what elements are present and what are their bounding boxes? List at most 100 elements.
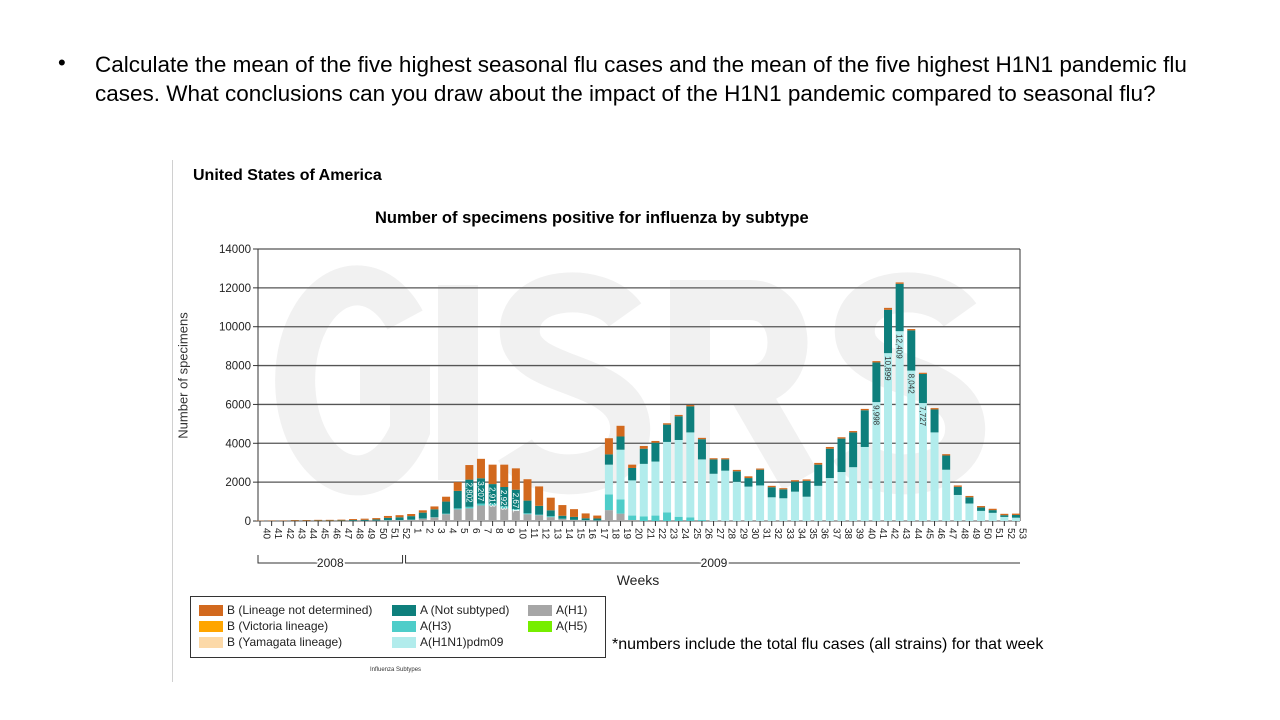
bar-segment-a-not-subtyped-	[744, 478, 753, 487]
x-tick-label: 46	[330, 528, 341, 540]
bar-segment-a-h1-	[511, 510, 520, 521]
bar-segment-a-h1n1-pdm09	[767, 497, 776, 521]
legend-label: A (Not subtyped)	[420, 603, 510, 617]
legend-swatch	[528, 604, 552, 616]
bar-segment-a-h1n1-pdm09	[802, 496, 811, 521]
bar-segment-b-lineage-not-determined-	[895, 282, 904, 284]
data-label: 2,802	[464, 483, 473, 504]
bar-segment-a-not-subtyped-	[884, 309, 893, 354]
bar-segment-a-h3-	[663, 512, 672, 521]
bar-segment-b-lineage-not-determined-	[930, 408, 939, 410]
bar-segment-b-lineage-not-determined-	[604, 438, 613, 455]
x-tick-label: 12	[540, 528, 551, 540]
footnote: *numbers include the total flu cases (al…	[612, 636, 1044, 653]
bar-segment-a-h1n1-pdm09	[918, 403, 927, 521]
x-tick-label: 39	[854, 528, 865, 540]
bar-segment-b-lineage-not-determined-	[953, 485, 962, 487]
x-tick-label: 4	[447, 528, 458, 534]
bar-segment-b-lineage-not-determined-	[918, 372, 927, 374]
bar-segment-a-not-subtyped-	[767, 487, 776, 498]
bar-segment-b-lineage-not-determined-	[709, 458, 718, 460]
bar-segment-a-h1-	[430, 517, 439, 521]
legend-label: B (Lineage not determined)	[227, 603, 373, 617]
bar-segment-b-lineage-not-determined-	[779, 488, 788, 490]
bar-segment-b-lineage-not-determined-	[372, 518, 381, 520]
bar-segment-a-h1n1-pdm09	[744, 486, 753, 521]
bar-segment-a-not-subtyped-	[988, 510, 997, 513]
legend-item-b-victoria: B (Victoria lineage)	[199, 619, 328, 633]
bar-segment-a-not-subtyped-	[535, 505, 544, 515]
bar-segment-a-h3-	[523, 513, 532, 515]
x-tick-label: 15	[575, 528, 586, 540]
y-tick-label: 10000	[219, 322, 251, 334]
watermark-letter-r	[670, 280, 818, 491]
bar-segment-a-h1n1-pdm09	[942, 469, 951, 521]
bar-segment-b-lineage-not-determined-	[825, 446, 834, 449]
bar-segment-a-h1-	[488, 505, 497, 521]
data-label: 3,207	[476, 481, 485, 502]
legend-label: A(H5)	[556, 619, 588, 633]
bar-segment-a-h1n1-pdm09	[860, 446, 869, 521]
year-bracket-2009	[405, 555, 1020, 564]
x-tick-label: 47	[342, 528, 353, 540]
bar-segment-a-h3-	[465, 506, 474, 509]
x-tick-label: 41	[877, 528, 888, 540]
x-tick-label: 45	[319, 528, 330, 540]
x-tick-label: 50	[377, 528, 388, 540]
bar-segment-a-not-subtyped-	[907, 330, 916, 371]
x-tick-label: 51	[388, 528, 399, 540]
bar-segment-a-not-subtyped-	[860, 410, 869, 447]
bar-segment-b-lineage-not-determined-	[849, 431, 858, 433]
bar-segment-b-lineage-not-determined-	[511, 468, 520, 490]
bar-segment-a-h3-	[453, 508, 462, 510]
bar-segment-a-not-subtyped-	[1011, 514, 1020, 518]
y-tick-label: 0	[245, 516, 251, 528]
x-tick-label: 46	[935, 528, 946, 540]
bar-segment-a-h1-	[383, 520, 392, 521]
bar-segment-a-not-subtyped-	[965, 497, 974, 504]
bar-segment-a-h1n1-pdm09	[628, 480, 637, 516]
bar-segment-a-h1-	[558, 519, 567, 521]
bar-segment-a-not-subtyped-	[372, 519, 381, 521]
bullet-marker: •	[58, 50, 66, 75]
y-tick-label: 14000	[219, 244, 251, 256]
x-tick-label: 53	[1016, 528, 1027, 540]
bar-segment-a-h1n1-pdm09	[814, 485, 823, 521]
bar-segment-a-h1-	[442, 514, 451, 521]
bar-segment-b-lineage-not-determined-	[884, 307, 893, 310]
bar-segment-a-not-subtyped-	[686, 406, 695, 433]
x-tick-label: 16	[586, 528, 597, 540]
bar-segment-a-not-subtyped-	[442, 501, 451, 514]
x-tick-label: 52	[1005, 528, 1016, 540]
x-tick-label: 44	[912, 528, 923, 540]
bar-segment-a-h1n1-pdm09	[790, 491, 799, 521]
bar-segment-a-h1n1-pdm09	[965, 503, 974, 521]
x-tick-label: 13	[551, 528, 562, 540]
bar-segment-b-lineage-not-determined-	[488, 464, 497, 485]
legend-swatch	[199, 636, 223, 648]
bar-segment-a-h1n1-pdm09	[895, 331, 904, 521]
legend-swatch	[528, 620, 552, 632]
bar-segment-a-h1n1-pdm09	[756, 485, 765, 521]
bar-segment-b-lineage-not-determined-	[500, 464, 509, 487]
legend-label: B (Yamagata lineage)	[227, 635, 343, 649]
legend-swatch	[199, 620, 223, 632]
bar-segment-a-h1n1-pdm09	[849, 467, 858, 521]
bar-segment-b-lineage-not-determined-	[442, 496, 451, 502]
bar-segment-a-h1-	[628, 520, 637, 521]
x-tick-label: 5	[458, 528, 469, 534]
bar-segment-a-not-subtyped-	[546, 510, 555, 517]
x-tick-label: 40	[261, 528, 272, 540]
bar-segment-b-lineage-not-determined-	[663, 423, 672, 425]
bar-segment-a-not-subtyped-	[581, 518, 590, 521]
x-tick-label: 1	[412, 528, 423, 534]
y-tick-label: 12000	[219, 283, 251, 295]
bar-segment-b-lineage-not-determined-	[418, 510, 427, 513]
bar-segment-a-not-subtyped-	[604, 454, 613, 465]
x-tick-label: 25	[691, 528, 702, 540]
bar-segment-a-not-subtyped-	[721, 459, 730, 471]
data-label: 10,899	[883, 356, 892, 381]
bar-segment-a-not-subtyped-	[511, 489, 520, 510]
x-tick-label: 34	[795, 528, 806, 540]
